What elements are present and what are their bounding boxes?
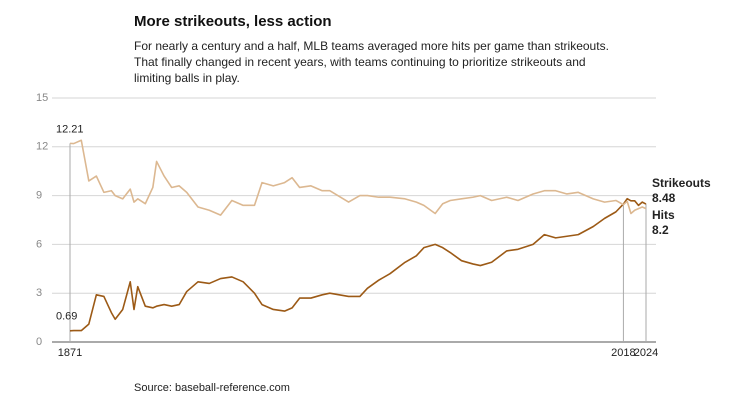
legend-label: Strikeouts xyxy=(652,176,711,190)
series-line xyxy=(69,197,647,332)
subtitle-line: For nearly a century and a half, MLB tea… xyxy=(134,39,609,53)
x-tick-label: 1871 xyxy=(58,347,82,359)
end-value-label: 8.48 xyxy=(652,191,676,205)
start-label: 12.21 xyxy=(56,123,84,135)
x-tick-label: 2018 xyxy=(611,347,635,359)
y-tick-label: 12 xyxy=(36,141,48,153)
y-tick-label: 9 xyxy=(36,190,42,202)
chart-title: More strikeouts, less action xyxy=(134,13,332,30)
start-label: 0.69 xyxy=(56,311,77,323)
series-line xyxy=(69,139,647,216)
y-tick-label: 15 xyxy=(36,92,48,104)
x-tick-label: 2024 xyxy=(634,347,658,359)
legend-label: Hits xyxy=(652,208,675,222)
source: Source: baseball-reference.com xyxy=(134,382,290,394)
subtitle-line: That finally changed in recent years, wi… xyxy=(134,55,586,69)
y-tick-label: 0 xyxy=(36,336,42,348)
subtitle-line: limiting balls in play. xyxy=(134,71,240,85)
y-tick-label: 3 xyxy=(36,287,42,299)
y-tick-label: 6 xyxy=(36,238,42,250)
end-value-label: 8.2 xyxy=(652,223,669,237)
